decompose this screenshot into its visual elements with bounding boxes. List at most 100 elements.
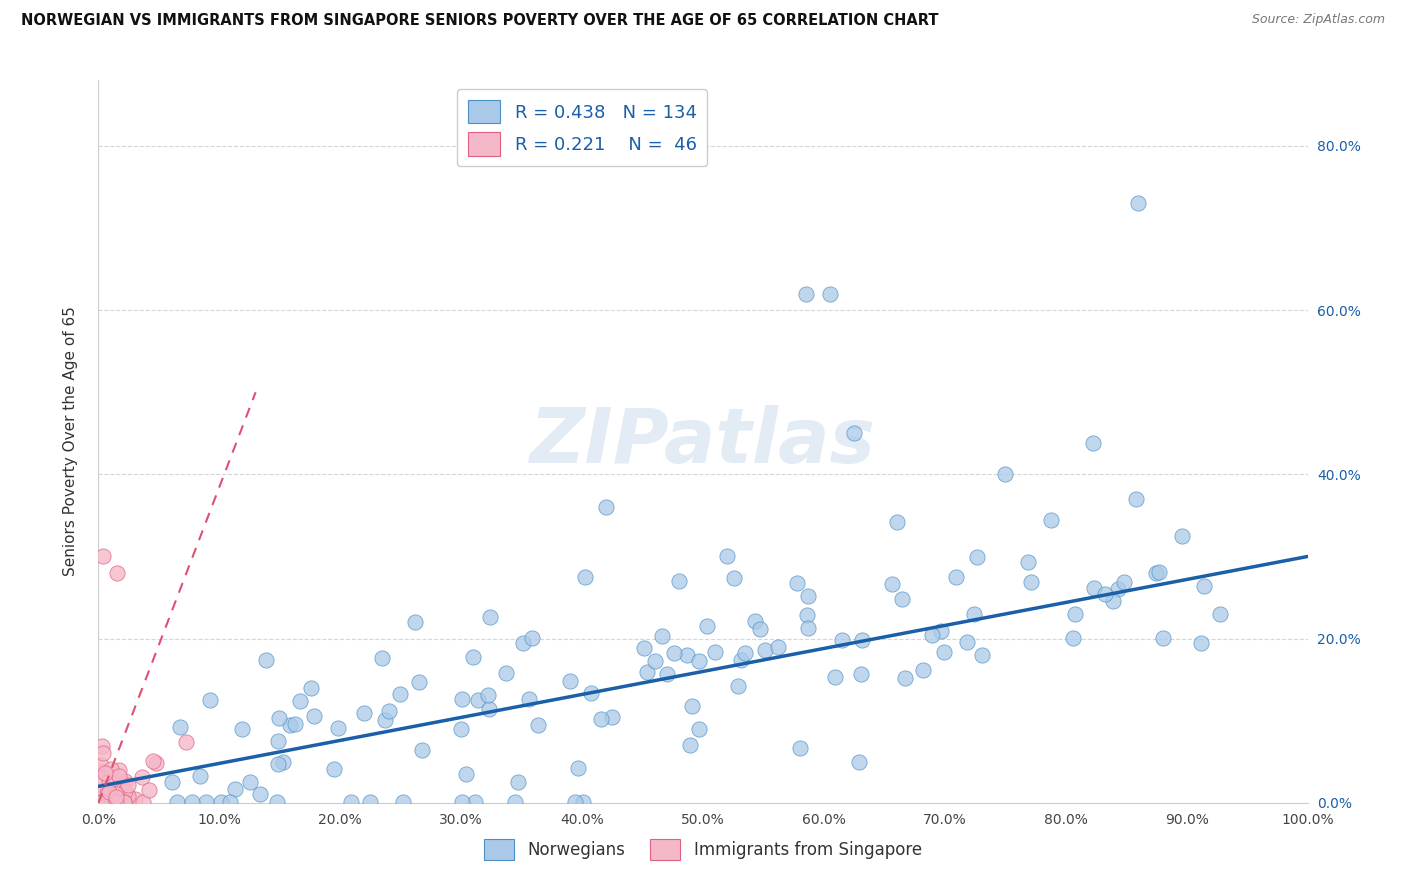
Point xyxy=(239,775,262,789)
Point xyxy=(145,756,167,770)
Point xyxy=(831,633,853,648)
Point xyxy=(730,653,752,667)
Point xyxy=(970,648,993,663)
Point xyxy=(100,762,122,776)
Point xyxy=(112,795,135,809)
Point xyxy=(89,783,111,797)
Point xyxy=(1192,579,1215,593)
Point xyxy=(966,550,988,565)
Point xyxy=(231,723,253,737)
Point xyxy=(1083,581,1105,595)
Point xyxy=(105,790,128,805)
Point xyxy=(571,795,593,809)
Point xyxy=(450,722,472,736)
Point xyxy=(96,787,118,801)
Point xyxy=(267,734,290,748)
Point xyxy=(142,754,165,768)
Point xyxy=(579,686,602,700)
Point xyxy=(768,640,790,654)
Point xyxy=(115,795,138,809)
Point xyxy=(105,795,128,809)
Point xyxy=(1128,196,1150,211)
Point xyxy=(371,651,394,665)
Point xyxy=(96,795,118,809)
Point xyxy=(1125,492,1147,507)
Point xyxy=(668,574,690,588)
Point xyxy=(1171,529,1194,543)
Point xyxy=(734,646,756,660)
Point xyxy=(1094,587,1116,601)
Point xyxy=(104,795,127,809)
Point xyxy=(696,619,718,633)
Point xyxy=(994,467,1017,482)
Point xyxy=(117,789,139,803)
Point xyxy=(108,795,131,809)
Point xyxy=(727,679,749,693)
Point xyxy=(506,775,529,789)
Point xyxy=(1039,513,1062,527)
Point xyxy=(98,795,121,809)
Point xyxy=(124,792,146,806)
Point xyxy=(224,781,246,796)
Point xyxy=(100,795,122,809)
Point xyxy=(644,654,666,668)
Point xyxy=(138,782,160,797)
Point xyxy=(1208,607,1230,622)
Point xyxy=(848,755,870,769)
Point xyxy=(96,784,118,798)
Point xyxy=(96,794,118,808)
Point xyxy=(131,795,153,809)
Point xyxy=(114,773,136,788)
Point xyxy=(655,667,678,681)
Point xyxy=(195,795,218,809)
Point xyxy=(209,795,232,809)
Point xyxy=(1112,574,1135,589)
Point xyxy=(353,706,375,721)
Point xyxy=(591,712,613,726)
Point xyxy=(131,770,153,784)
Point xyxy=(288,694,311,708)
Point xyxy=(1019,575,1042,590)
Point xyxy=(105,566,128,580)
Point xyxy=(789,740,811,755)
Point xyxy=(1144,566,1167,580)
Point xyxy=(451,692,474,706)
Point xyxy=(302,708,325,723)
Point xyxy=(688,723,710,737)
Point xyxy=(463,650,485,665)
Point xyxy=(374,713,396,727)
Point xyxy=(564,795,586,809)
Point xyxy=(886,515,908,529)
Point xyxy=(676,648,699,662)
Point xyxy=(180,795,202,809)
Point xyxy=(574,570,596,584)
Point xyxy=(340,795,363,809)
Point xyxy=(408,675,430,690)
Point xyxy=(108,769,131,783)
Point xyxy=(323,762,346,776)
Point xyxy=(600,710,623,724)
Point xyxy=(90,764,112,778)
Point xyxy=(522,632,544,646)
Point xyxy=(681,698,703,713)
Point xyxy=(267,711,290,725)
Point xyxy=(567,761,589,775)
Point xyxy=(1147,565,1170,579)
Point xyxy=(636,665,658,679)
Point xyxy=(91,795,114,809)
Point xyxy=(90,757,112,772)
Point xyxy=(595,500,617,515)
Point xyxy=(278,718,301,732)
Point xyxy=(94,765,117,780)
Point xyxy=(117,778,139,792)
Point xyxy=(301,681,323,695)
Point xyxy=(796,607,818,622)
Point xyxy=(688,654,710,668)
Point xyxy=(633,641,655,656)
Point xyxy=(359,795,381,809)
Point xyxy=(94,795,117,809)
Point xyxy=(404,615,426,629)
Point xyxy=(894,671,917,685)
Point xyxy=(519,691,541,706)
Point xyxy=(1152,632,1174,646)
